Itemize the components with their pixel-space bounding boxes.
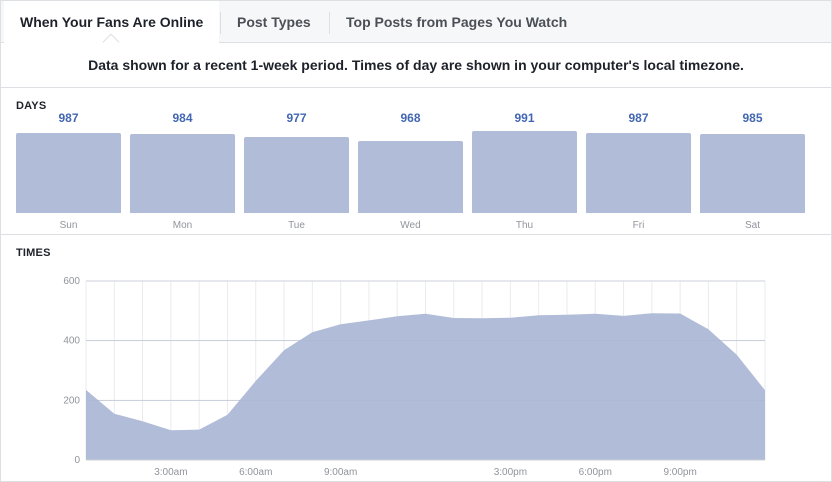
tab-bar: When Your Fans Are Online Post Types Top… [1, 1, 831, 51]
times-section-label: TIMES [16, 247, 51, 259]
day-column-sun: 987 Sun [16, 111, 121, 233]
day-bar[interactable] [472, 131, 577, 213]
times-area-chart: 0 200 400 600 3:00am 6:00am 9:00am 3:00pm 6:00pm… [63, 276, 766, 478]
y-tick-label: 200 [63, 395, 80, 406]
tab-separator [220, 12, 221, 34]
y-tick-label: 0 [74, 455, 80, 466]
day-value-label: 985 [742, 111, 763, 125]
day-value-label: 984 [172, 111, 193, 125]
tab-separator [329, 12, 330, 34]
tab-post-types[interactable]: Post Types [237, 14, 311, 30]
day-name-label: Sun [59, 220, 78, 231]
tab-top-posts[interactable]: Top Posts from Pages You Watch [346, 14, 568, 30]
day-value-label: 987 [58, 111, 79, 125]
day-bar[interactable] [130, 134, 235, 213]
day-column-mon: 984 Mon [130, 111, 235, 233]
x-tick-label: 3:00pm [494, 467, 527, 478]
day-bar[interactable] [244, 137, 349, 213]
day-name-label: Mon [172, 220, 193, 231]
day-name-label: Tue [288, 220, 305, 231]
timezone-notice: Data shown for a recent 1-week period. T… [1, 43, 831, 88]
day-value-label: 968 [400, 111, 421, 125]
day-column-wed: 968 Wed [358, 111, 463, 233]
day-column-tue: 977 Tue [244, 111, 349, 233]
day-column-sat: 985 Sat [700, 111, 805, 233]
y-tick-label: 600 [63, 276, 80, 287]
day-name-label: Wed [400, 220, 421, 231]
day-value-label: 987 [628, 111, 649, 125]
day-column-thu: 991 Thu [472, 111, 577, 233]
y-tick-label: 400 [63, 336, 80, 347]
x-tick-label: 6:00pm [579, 467, 612, 478]
day-name-label: Thu [515, 220, 534, 231]
x-tick-label: 9:00am [324, 467, 357, 478]
x-tick-label: 3:00am [154, 467, 187, 478]
day-bar[interactable] [586, 133, 691, 213]
section-divider [1, 234, 831, 235]
days-section-label: DAYS [16, 100, 47, 112]
day-name-label: Sat [744, 220, 760, 231]
day-value-label: 991 [514, 111, 535, 125]
times-area-series[interactable] [86, 313, 765, 460]
day-bar[interactable] [16, 133, 121, 213]
day-bar[interactable] [358, 140, 463, 213]
x-tick-label: 9:00pm [663, 467, 696, 478]
day-value-label: 977 [286, 111, 307, 125]
x-tick-label: 6:00am [239, 467, 272, 478]
day-name-label: Fri [632, 220, 645, 231]
day-bar[interactable] [700, 133, 805, 213]
day-column-fri: 987 Fri [586, 111, 691, 233]
